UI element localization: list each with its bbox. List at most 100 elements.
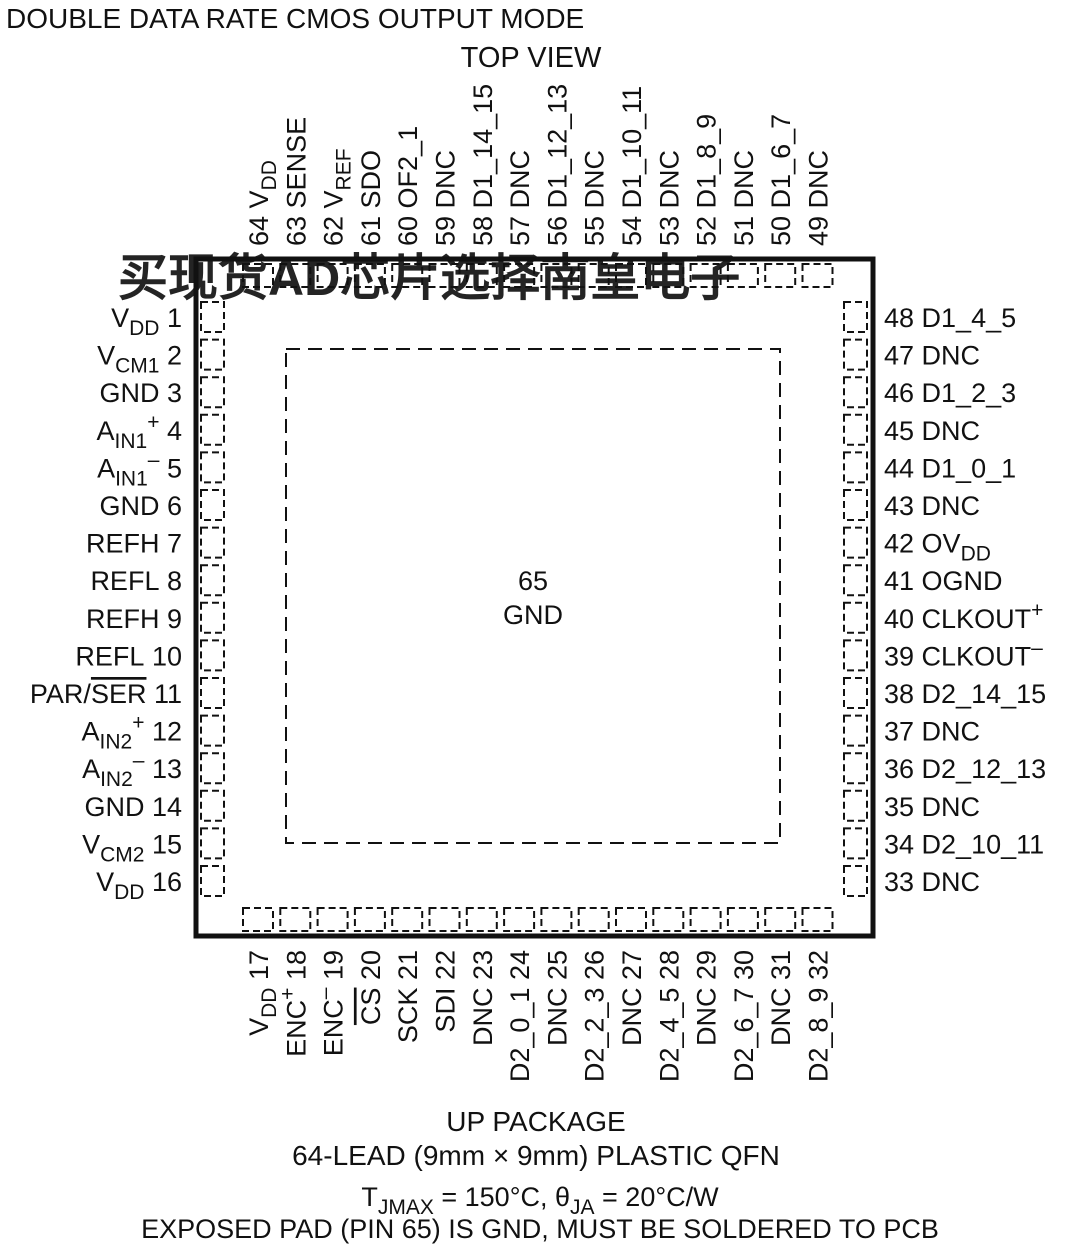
pin-48-label: 48 D1_4_5: [884, 303, 1016, 333]
pin-pad-25: [540, 907, 573, 932]
pin-11-label: PAR/SER 11: [30, 679, 182, 709]
pin-26-label: D2_2_3 26: [580, 950, 610, 1082]
pin-pad-17: [242, 907, 274, 932]
pin-pad-49: [801, 263, 834, 288]
pin-pad-45: [843, 413, 868, 446]
pin-31-label: DNC 31: [766, 950, 796, 1046]
pin-24-label: D2_0_1 24: [505, 950, 535, 1082]
pin-pad-46: [843, 376, 868, 409]
exposed-pad-note: EXPOSED PAD (PIN 65) IS GND, MUST BE SOL…: [141, 1214, 939, 1244]
pin-pad-63: [279, 263, 312, 288]
pin-37-label: 37 DNC: [884, 717, 980, 747]
pin-pad-44: [843, 451, 868, 484]
pin-57-label: 57 DNC: [505, 150, 535, 246]
pin-60-label: 60 OF2_1: [393, 126, 423, 246]
pin-pad-60: [391, 263, 424, 288]
pin-54-label: 54 D1_10_11: [617, 86, 647, 246]
pin-pad-7: [200, 526, 225, 559]
pin-pad-9: [200, 601, 225, 634]
pin-39-label: 39 CLKOUT–: [884, 636, 1043, 671]
pin-7-label: REFH 7: [86, 529, 182, 559]
pin-pad-30: [726, 907, 759, 932]
pin-23-label: DNC 23: [468, 950, 498, 1046]
pin-pad-42: [843, 526, 868, 559]
pin-pad-39: [843, 639, 868, 672]
pin-47-label: 47 DNC: [884, 341, 980, 371]
pin-2-label: VCM1 2: [97, 341, 182, 378]
pin-pad-32: [801, 907, 834, 932]
pin-45-label: 45 DNC: [884, 416, 980, 446]
pin-pad-48: [843, 301, 868, 333]
pin-pad-28: [652, 907, 685, 932]
pin-46-label: 46 D1_2_3: [884, 378, 1016, 408]
pin-pad-61: [353, 263, 386, 288]
pin-6-label: GND 6: [99, 491, 182, 521]
pin-pad-22: [428, 907, 461, 932]
pin-pad-24: [503, 907, 536, 932]
pin-pad-10: [200, 639, 225, 672]
pin-pad-1: [200, 301, 225, 333]
pin-pad-23: [465, 907, 498, 932]
exposed-pad-number: 65: [518, 566, 548, 596]
pin-12-label: AIN2+ 12: [81, 712, 182, 754]
pin-5-label: AIN1– 5: [97, 448, 182, 490]
view-label: TOP VIEW: [461, 42, 602, 74]
exposed-pad-name: GND: [503, 600, 563, 630]
pin-pad-58: [465, 263, 498, 288]
pin-pad-21: [391, 907, 424, 932]
pin-50-label: 50 D1_6_7: [766, 114, 796, 246]
pin-pad-12: [200, 714, 225, 747]
pin-pad-15: [200, 827, 225, 860]
pin-13-label: AIN2– 13: [82, 749, 182, 791]
package-description: 64-LEAD (9mm × 9mm) PLASTIC QFN: [292, 1140, 780, 1171]
pin-pad-41: [843, 564, 868, 597]
pin-8-label: REFL 8: [90, 566, 182, 596]
pin-64-label: 64 VDD: [244, 160, 281, 246]
pin-pad-37: [843, 714, 868, 747]
pin-pad-8: [200, 564, 225, 597]
pin-pad-59: [428, 263, 461, 288]
pin-56-label: 56 D1_12_13: [542, 84, 572, 246]
pin-pad-3: [200, 376, 225, 409]
pin-pad-62: [316, 263, 349, 288]
pin-pad-57: [503, 263, 536, 288]
pin-pad-26: [577, 907, 610, 932]
pin-pad-54: [615, 263, 647, 288]
pin-pad-27: [615, 907, 647, 932]
pin-10-label: REFL 10: [75, 641, 182, 671]
pin-pad-13: [200, 752, 225, 785]
pin-38-label: 38 D2_14_15: [884, 679, 1046, 709]
pin-pad-11: [200, 677, 225, 709]
pin-pad-36: [843, 752, 868, 785]
pin-27-label: DNC 27: [617, 950, 647, 1046]
pin-40-label: 40 CLKOUT+: [884, 599, 1043, 634]
pin-pad-2: [200, 338, 225, 371]
watermark-text: 买现货AD芯片选择南皇电子: [118, 250, 740, 306]
pin-22-label: SDI 22: [431, 950, 461, 1033]
pin-9-label: REFH 9: [86, 604, 182, 634]
pin-pad-31: [764, 907, 797, 932]
pin-34-label: 34 D2_10_11: [884, 829, 1044, 859]
pin-62-label: 62 VREF: [319, 148, 356, 246]
pin-pad-43: [843, 489, 868, 521]
pin-pad-51: [726, 263, 759, 288]
pin-3-label: GND 3: [99, 378, 182, 408]
pin-pad-64: [242, 263, 274, 288]
pin-pad-56: [540, 263, 573, 288]
pin-pad-5: [200, 451, 225, 484]
pin-29-label: DNC 29: [692, 950, 722, 1046]
pin-30-label: D2_6_7 30: [729, 950, 759, 1082]
pin-16-label: VDD 16: [96, 867, 182, 904]
pin-pad-50: [764, 263, 797, 288]
pin-36-label: 36 D2_12_13: [884, 754, 1046, 784]
pin-59-label: 59 DNC: [431, 150, 461, 246]
pin-25-label: DNC 25: [542, 950, 572, 1046]
pin-pad-34: [843, 827, 868, 860]
pin-28-label: D2_4_5 28: [654, 950, 684, 1082]
pin-33-label: 33 DNC: [884, 867, 980, 897]
pin-49-label: 49 DNC: [804, 150, 834, 246]
pin-44-label: 44 D1_0_1: [884, 453, 1016, 483]
pin-63-label: 63 SENSE: [281, 117, 311, 246]
pin-32-label: D2_8_9 32: [804, 950, 834, 1082]
